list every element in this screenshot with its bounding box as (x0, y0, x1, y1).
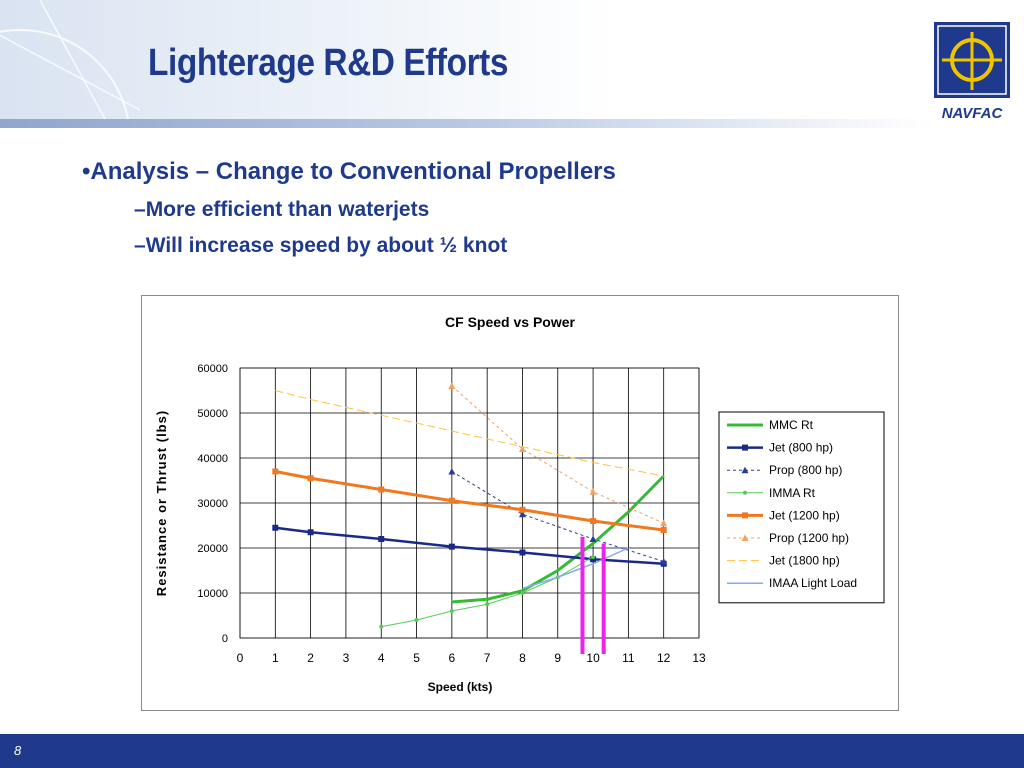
data-point (660, 527, 667, 533)
data-point (307, 529, 314, 536)
x-tick-label: 3 (343, 651, 350, 665)
data-point (518, 510, 526, 518)
x-tick-label: 4 (378, 651, 385, 665)
page-number: 8 (14, 743, 22, 758)
speed-power-chart: CF Speed vs Power Speed (kts) Resistance… (154, 314, 885, 694)
y-tick-label: 10000 (197, 588, 228, 600)
bullet-text: Analysis – Change to Conventional Propel… (90, 158, 616, 185)
data-point (307, 475, 314, 482)
chart-title: CF Speed vs Power (445, 314, 575, 330)
sub-bullet-item: –More efficient than waterjets (134, 198, 430, 221)
data-point (589, 488, 597, 495)
header-decoration (0, 0, 141, 128)
x-tick-label: 2 (307, 651, 314, 665)
legend-marker (741, 534, 749, 541)
sub-bullet-item: –Will increase speed by about ½ knot (134, 234, 508, 257)
data-point (448, 543, 455, 550)
legend-marker (741, 466, 749, 474)
data-point (660, 519, 668, 527)
x-tick-label: 11 (622, 651, 635, 665)
logo-text: NAVFAC (942, 105, 1004, 122)
series-line (275, 390, 664, 477)
legend-label: IMAA Light Load (769, 576, 857, 590)
legend-box (718, 411, 885, 604)
data-point (519, 549, 526, 556)
navfac-logo-icon: NAVFAC (934, 22, 1010, 122)
y-tick-label: 20000 (197, 543, 228, 555)
data-point (449, 609, 454, 613)
data-point (519, 506, 526, 513)
y-tick-label: 30000 (197, 498, 228, 510)
legend-label: Jet (1800 hp) (769, 554, 840, 568)
data-point (448, 468, 456, 475)
series-line (522, 547, 629, 590)
slide-title: Lighterage R&D Efforts (148, 42, 509, 84)
data-point (378, 486, 385, 493)
y-tick-label: 40000 (197, 453, 228, 465)
data-point (272, 468, 279, 475)
data-point (589, 535, 597, 542)
data-point (272, 524, 279, 531)
data-point (590, 518, 597, 524)
data-point (448, 382, 456, 389)
x-tick-label: 7 (484, 651, 491, 665)
y-tick-label: 0 (222, 633, 228, 645)
bullet-item: •Analysis – Change to Conventional Prope… (82, 158, 616, 185)
bullet-list: •Analysis – Change to Conventional Prope… (82, 158, 616, 270)
data-point (520, 591, 525, 595)
legend-marker (742, 512, 748, 519)
x-tick-label: 1 (272, 651, 279, 665)
sub-bullet-text: More efficient than waterjets (145, 198, 430, 221)
sub-bullet-text: Will increase speed by about ½ knot (145, 234, 508, 257)
data-point (660, 558, 668, 565)
x-tick-label: 6 (449, 651, 456, 665)
x-tick-label: 9 (554, 651, 561, 665)
x-tick-label: 13 (692, 651, 706, 665)
header-rule (0, 119, 930, 128)
data-point (591, 555, 596, 559)
x-tick-label: 10 (586, 651, 600, 665)
legend-label: Prop (1200 hp) (769, 531, 849, 545)
data-point (485, 602, 490, 607)
data-point (414, 618, 419, 622)
footer-bar: 8 (0, 734, 1024, 768)
x-tick-label: 5 (413, 651, 420, 665)
legend-label: Prop (800 hp) (769, 463, 842, 477)
data-point (378, 536, 385, 542)
series-line (451, 471, 664, 562)
data-point (518, 445, 526, 452)
y-tick-label: 50000 (197, 408, 228, 420)
x-tick-label: 12 (657, 651, 671, 665)
header-band (0, 0, 1024, 128)
legend-marker (742, 444, 748, 451)
data-point (379, 624, 384, 629)
data-point (448, 497, 455, 504)
legend-marker (743, 490, 747, 495)
x-tick-label: 8 (519, 651, 526, 665)
series-line (451, 474, 665, 604)
x-axis-label: Speed (kts) (428, 680, 493, 694)
y-tick-label: 60000 (197, 363, 228, 375)
legend-label: MMC Rt (769, 418, 814, 432)
legend-label: Jet (800 hp) (769, 441, 833, 455)
x-tick-label: 0 (237, 651, 244, 665)
data-point (590, 556, 597, 563)
navfac-logo: NAVFAC (928, 20, 1016, 124)
legend-label: Jet (1200 hp) (769, 508, 840, 522)
y-axis-label: Resistance or Thrust (lbs) (154, 410, 169, 596)
legend-label: IMMA Rt (769, 486, 816, 500)
chart-frame: CF Speed vs Power Speed (kts) Resistance… (141, 295, 899, 711)
